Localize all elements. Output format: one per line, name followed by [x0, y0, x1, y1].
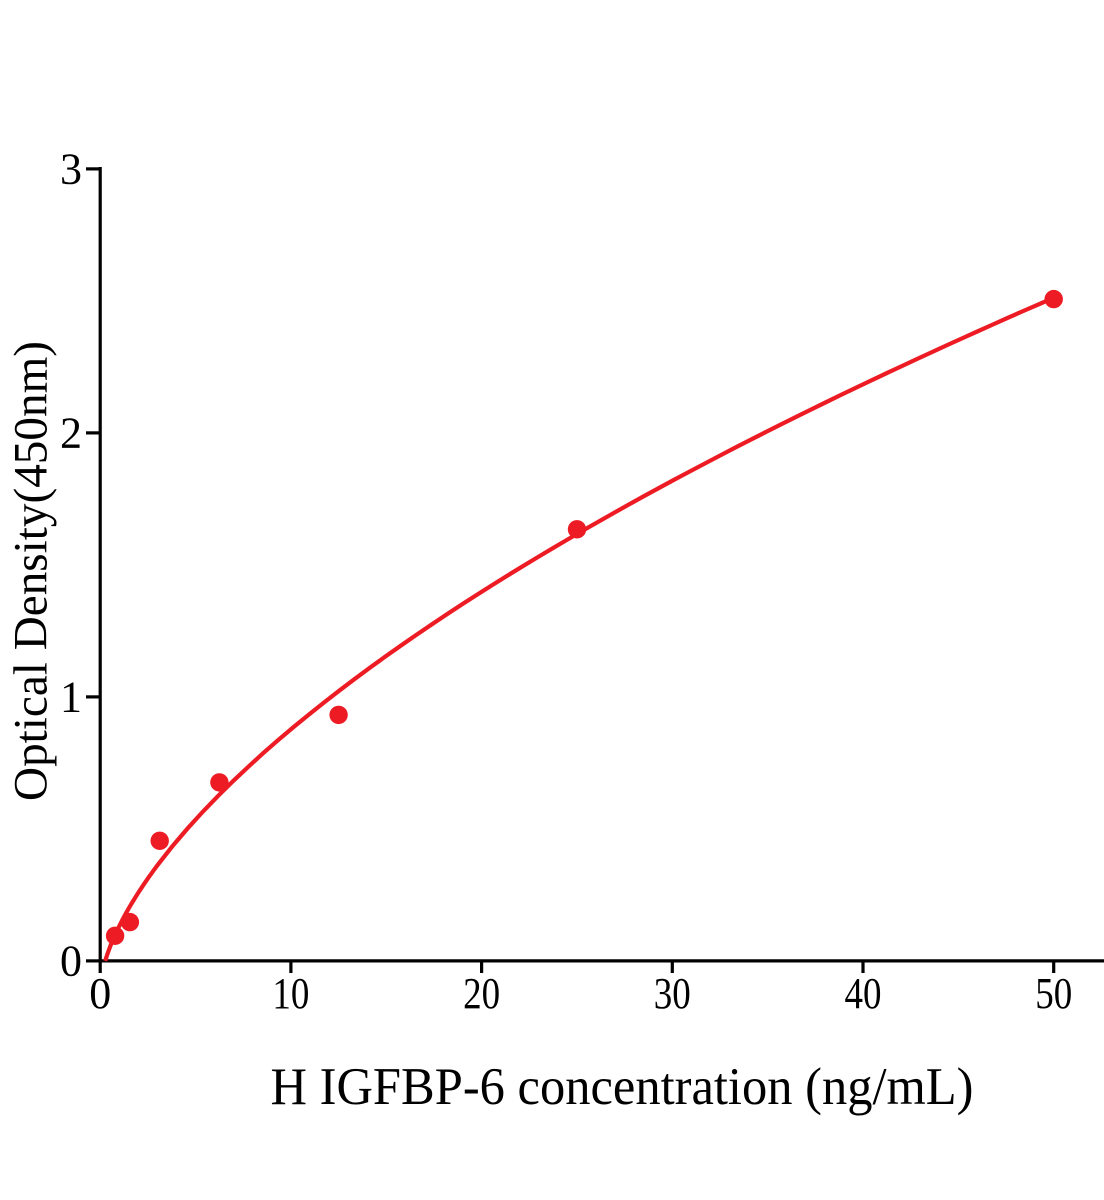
- svg-text:30: 30: [654, 969, 691, 1018]
- svg-text:1: 1: [60, 673, 82, 722]
- svg-text:H IGFBP-6 concentration (ng/mL: H IGFBP-6 concentration (ng/mL): [271, 1058, 974, 1116]
- svg-text:3: 3: [60, 145, 82, 194]
- svg-text:Optical Density(450nm): Optical Density(450nm): [5, 341, 58, 801]
- svg-text:0: 0: [60, 937, 82, 986]
- svg-text:0: 0: [89, 969, 111, 1018]
- svg-text:50: 50: [1035, 969, 1072, 1018]
- svg-text:10: 10: [272, 969, 309, 1018]
- svg-text:40: 40: [845, 969, 882, 1018]
- svg-text:2: 2: [60, 409, 82, 458]
- svg-text:20: 20: [463, 969, 500, 1018]
